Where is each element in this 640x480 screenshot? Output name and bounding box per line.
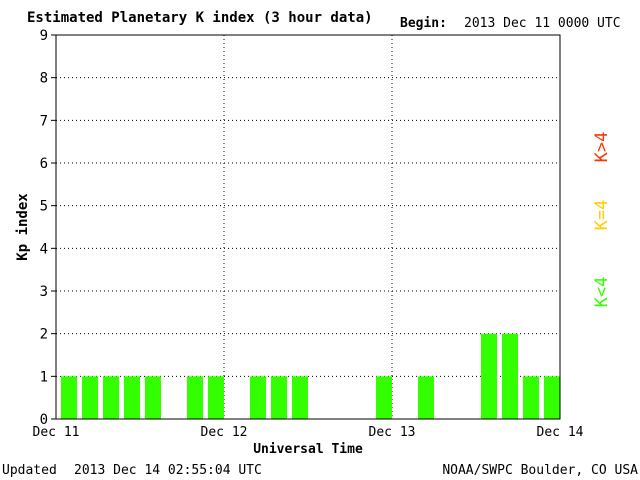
y-tick-label-2: 2 xyxy=(40,327,48,343)
y-tick-label-5: 5 xyxy=(40,199,48,215)
grid xyxy=(56,35,560,419)
kp-bar-9 xyxy=(250,376,266,419)
kp-bar-22 xyxy=(523,376,539,419)
kp-bar-17 xyxy=(418,376,434,419)
updated-label: Updated xyxy=(2,463,57,478)
kp-bar-7 xyxy=(208,376,224,419)
updated-value: 2013 Dec 14 02:55:04 UTC xyxy=(74,463,262,478)
kp-bar-23 xyxy=(544,376,560,419)
legend-k-lt-4: K<4 xyxy=(592,277,612,308)
x-tick-label-0: Dec 11 xyxy=(33,425,80,440)
y-ticks: 0 1 2 3 4 5 6 7 8 9 xyxy=(40,28,56,428)
y-tick-label-0: 0 xyxy=(40,412,48,428)
kp-bar-15 xyxy=(376,376,392,419)
kp-bar-21 xyxy=(502,333,518,419)
kp-bar-6 xyxy=(187,376,203,419)
x-axis-label: Universal Time xyxy=(253,442,363,457)
kp-bar-11 xyxy=(292,376,308,419)
kp-bar-4 xyxy=(145,376,161,419)
y-tick-label-1: 1 xyxy=(40,369,48,385)
kp-bar-10 xyxy=(271,376,287,419)
legend-k-gt-4: K>4 xyxy=(592,132,612,163)
plot-frame xyxy=(55,34,561,420)
y-tick-label-3: 3 xyxy=(40,284,48,300)
x-tick-label-2: Dec 13 xyxy=(369,425,416,440)
begin-value: 2013 Dec 11 0000 UTC xyxy=(464,16,621,31)
kp-bar-3 xyxy=(124,376,140,419)
y-tick-label-8: 8 xyxy=(40,71,48,87)
begin-label: Begin: xyxy=(400,16,447,31)
bars xyxy=(61,333,560,419)
y-tick-label-7: 7 xyxy=(40,113,48,129)
kp-bar-2 xyxy=(103,376,119,419)
x-tick-label-1: Dec 12 xyxy=(201,425,248,440)
kp-bar-1 xyxy=(82,376,98,419)
y-tick-label-4: 4 xyxy=(40,241,48,257)
x-ticks: Dec 11 Dec 12 Dec 13 Dec 14 xyxy=(33,425,584,440)
y-tick-label-9: 9 xyxy=(40,28,48,44)
y-tick-label-6: 6 xyxy=(40,156,48,172)
chart-title: Estimated Planetary K index (3 hour data… xyxy=(27,10,373,26)
kp-bar-20 xyxy=(481,333,497,419)
y-axis-label: Kp index xyxy=(15,193,31,261)
source-credit: NOAA/SWPC Boulder, CO USA xyxy=(442,463,638,478)
x-tick-label-3: Dec 14 xyxy=(537,425,584,440)
kp-bar-0 xyxy=(61,376,77,419)
legend-k-eq-4: K=4 xyxy=(592,200,612,231)
